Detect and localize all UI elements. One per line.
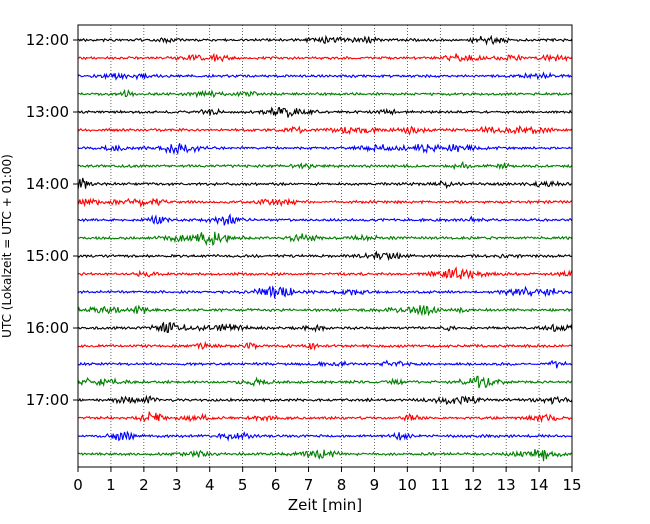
y-axis-label: UTC (Lokalzeit = UTC + 01:00) <box>0 154 14 338</box>
trace-layer <box>77 34 573 462</box>
y-tick-label: 17:00 <box>26 391 69 409</box>
seismic-trace <box>77 340 573 351</box>
seismic-trace <box>77 71 573 81</box>
seismic-trace <box>77 266 573 280</box>
seismic-trace <box>77 359 573 369</box>
x-tick-label: 4 <box>205 476 215 494</box>
axis-layer: 0 1 2 3 4 5 6 7 8 9 10 11 12 13 14 1512:0013:0014:0015:… <box>26 31 582 494</box>
x-tick-label: 0 <box>73 476 83 494</box>
y-tick-label: 12:00 <box>26 31 69 49</box>
seismic-trace <box>77 449 573 462</box>
x-tick-label: 6 <box>271 476 281 494</box>
x-tick-label: 13 <box>497 476 516 494</box>
x-axis-label: Zeit [min] <box>288 496 362 514</box>
seismic-trace <box>77 34 573 46</box>
x-tick-label: 3 <box>172 476 182 494</box>
seismic-trace <box>77 197 573 208</box>
x-tick-label: 12 <box>464 476 483 494</box>
seismic-trace <box>77 321 573 333</box>
seismic-trace <box>77 250 573 262</box>
x-tick-label: 7 <box>304 476 314 494</box>
y-tick-label: 14:00 <box>26 175 69 193</box>
seismic-trace <box>77 124 573 136</box>
x-tick-label: 1 <box>106 476 116 494</box>
seismic-trace <box>77 285 573 299</box>
seismic-trace <box>77 88 573 99</box>
seismic-trace <box>77 177 573 190</box>
plot-frame <box>77 24 573 468</box>
seismic-trace <box>77 52 573 63</box>
y-tick-label: 13:00 <box>26 103 69 121</box>
seismic-trace <box>77 106 573 118</box>
seismic-trace <box>77 394 573 406</box>
seismic-trace <box>77 375 573 389</box>
seismic-trace <box>77 411 573 424</box>
seismic-trace <box>77 213 573 226</box>
y-tick-label: 15:00 <box>26 247 69 265</box>
seismic-trace <box>77 143 573 156</box>
x-tick-label: 8 <box>337 476 347 494</box>
x-tick-label: 11 <box>431 476 450 494</box>
x-tick-label: 9 <box>370 476 380 494</box>
y-tick-label: 16:00 <box>26 319 69 337</box>
seismic-trace <box>77 304 573 317</box>
x-tick-label: 15 <box>562 476 581 494</box>
seismic-trace <box>77 160 573 171</box>
seismic-trace <box>77 231 573 247</box>
x-tick-label: 10 <box>398 476 417 494</box>
x-tick-label: 2 <box>139 476 149 494</box>
x-tick-label: 14 <box>530 476 549 494</box>
x-tick-label: 5 <box>238 476 248 494</box>
seismic-trace <box>77 430 573 442</box>
plot-area <box>78 25 572 467</box>
